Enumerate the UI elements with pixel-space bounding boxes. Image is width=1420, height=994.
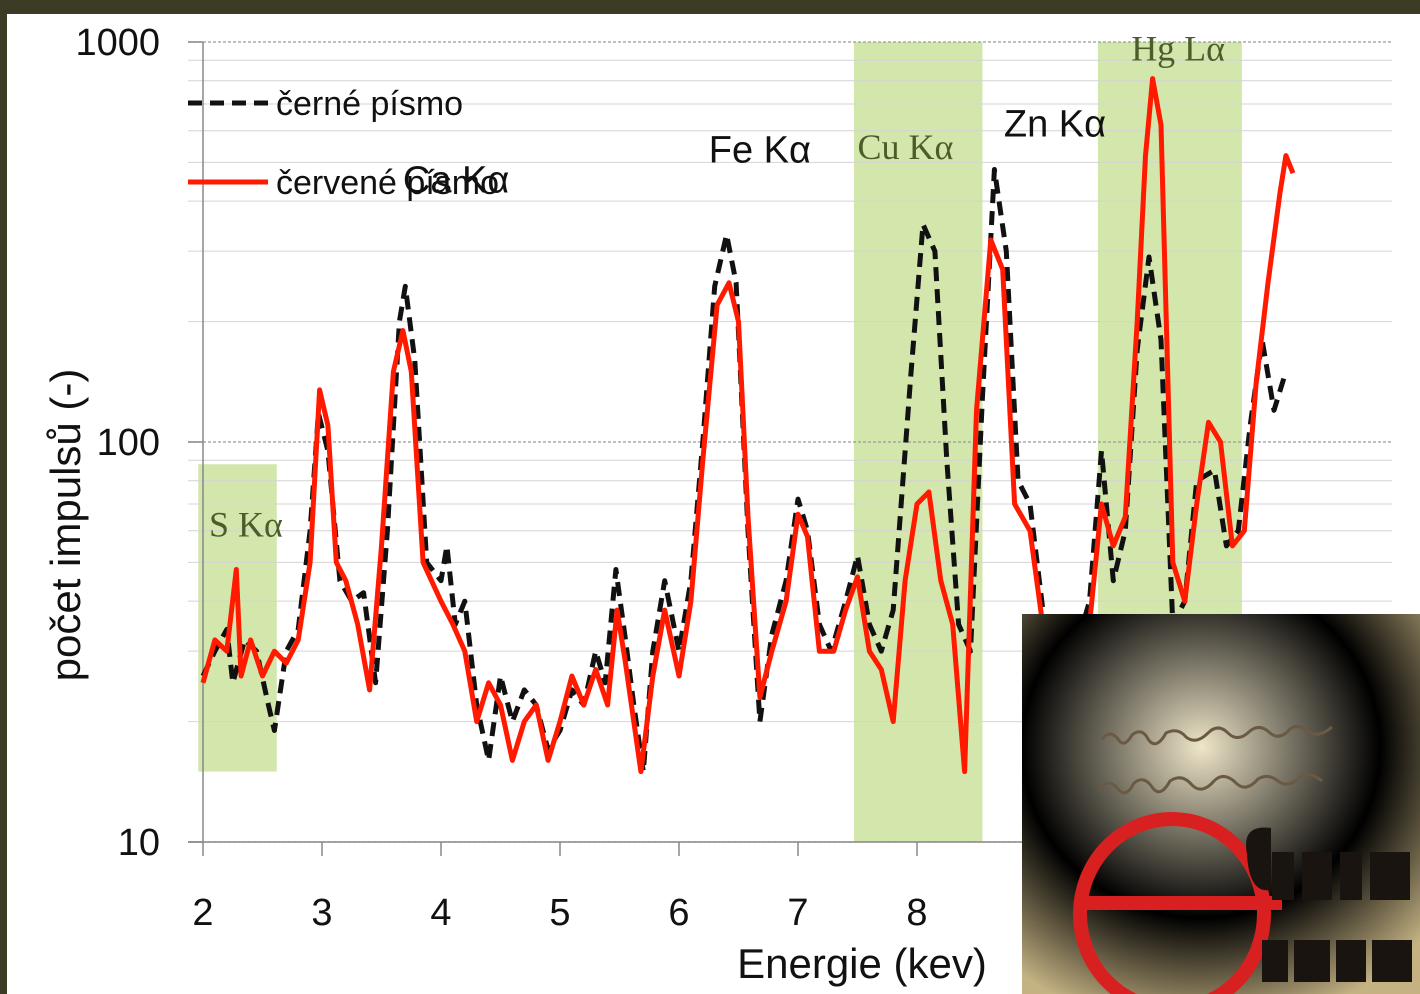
x-tick-label: 8 — [906, 892, 927, 934]
x-axis-title: Energie (kev) — [737, 940, 987, 987]
y-tick-label: 10 — [118, 822, 160, 864]
peak-label: Fe Kα — [709, 129, 811, 171]
series-layer — [200, 76, 1296, 775]
slide-top-border — [0, 0, 1420, 14]
x-tick-label: 6 — [668, 892, 689, 934]
manuscript-photo — [1022, 614, 1420, 994]
peak-label: Cu Kα — [858, 127, 954, 167]
y-axis-title: počet impulsů (-) — [42, 369, 89, 682]
y-tick-label: 1000 — [75, 22, 160, 64]
legend-entry: červené písmo — [276, 164, 499, 202]
series-line-red-ink — [200, 76, 1296, 775]
y-tick-label: 100 — [97, 422, 160, 464]
legend-entry: černé písmo — [276, 85, 463, 123]
x-tick-label: 2 — [192, 892, 213, 934]
x-tick-label: 4 — [430, 892, 451, 934]
peak-label: Hg Lα — [1131, 28, 1225, 68]
slide-left-border — [0, 0, 7, 994]
peak-label: Ca Kα — [403, 160, 509, 202]
peak-label: S Kα — [209, 505, 283, 545]
peak-label: Zn Kα — [1004, 104, 1106, 146]
peak-labels: S Kα Ca Kα Fe Kα Cu Kα Zn Kα Hg Lα — [209, 28, 1225, 544]
manuscript-detail-image — [1022, 614, 1420, 994]
legend: černé písmo červené písmo — [188, 85, 499, 202]
x-tick-label: 3 — [311, 892, 332, 934]
x-tick-label: 5 — [549, 892, 570, 934]
x-tick-label: 7 — [787, 892, 808, 934]
